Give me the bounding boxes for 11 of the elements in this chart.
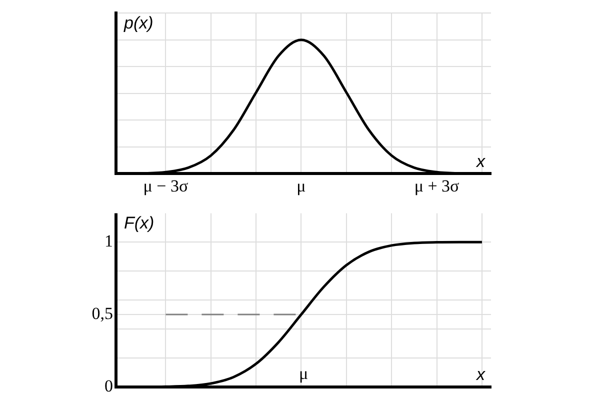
x-axis-title: x [476, 152, 486, 171]
x-axis-title: x [476, 365, 486, 384]
y-tick-label: 0 [104, 376, 113, 396]
y-axis-title: F(x) [124, 213, 154, 232]
y-tick-label: 1 [104, 232, 113, 251]
annotation: μ [298, 364, 308, 383]
x-tick-label: μ + 3σ [414, 176, 460, 196]
y-axis-title: p(x) [123, 13, 154, 32]
x-tick-label: μ [296, 176, 306, 196]
y-tick-label: 0,5 [92, 304, 113, 323]
x-tick-label: μ − 3σ [143, 176, 188, 196]
